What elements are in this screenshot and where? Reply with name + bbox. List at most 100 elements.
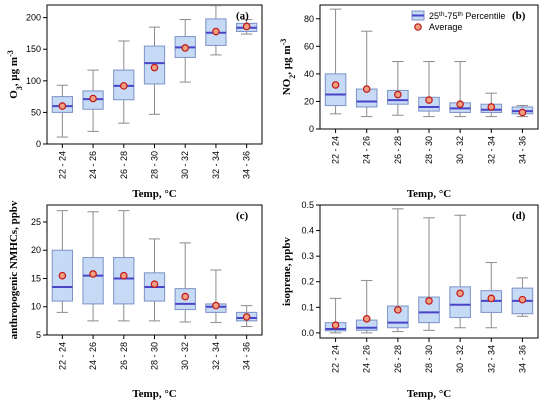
y-tick-label: 0 xyxy=(36,139,41,149)
mean-marker xyxy=(487,103,496,111)
y-tick-label: 200 xyxy=(26,13,41,23)
x-axis-title: Temp, °C xyxy=(132,388,176,400)
mean-marker xyxy=(119,271,128,280)
mean-marker xyxy=(518,108,527,117)
legend-mean-swatch xyxy=(414,23,422,31)
x-tick-label: 32 - 34 xyxy=(211,342,221,370)
y-tick-label: 40 xyxy=(304,69,314,79)
box-2 xyxy=(82,211,104,322)
mean-marker xyxy=(425,96,433,104)
x-tick-label: 32 - 34 xyxy=(486,345,496,373)
iqr-box xyxy=(113,257,135,305)
x-tick-label: 30 - 32 xyxy=(180,342,190,370)
y-tick-label: 60 xyxy=(304,41,314,51)
mean-marker xyxy=(487,294,496,303)
box-7 xyxy=(236,19,258,35)
y-axis-title: anthropogenic NMHCs, ppbv xyxy=(8,200,20,339)
mean-marker xyxy=(331,321,340,330)
mean-marker xyxy=(394,306,402,314)
x-tick-label: 24 - 26 xyxy=(88,151,98,179)
x-tick-label: 34 - 36 xyxy=(242,342,252,370)
x-tick-label: 30 - 32 xyxy=(455,345,465,373)
mean-marker xyxy=(181,292,190,301)
box-4 xyxy=(418,60,440,118)
x-axis-title: Temp, °C xyxy=(407,188,451,200)
x-tick-label: 22 - 24 xyxy=(57,342,67,370)
y-tick-label: 0.0 xyxy=(301,328,314,338)
mean-marker xyxy=(212,301,220,310)
box-2 xyxy=(355,30,378,118)
x-tick-label: 26 - 28 xyxy=(393,136,403,164)
x-tick-label: 32 - 34 xyxy=(486,136,496,164)
mean-marker xyxy=(58,271,67,280)
panel-tag: (c) xyxy=(236,210,249,222)
box-3 xyxy=(387,208,409,333)
mean-marker xyxy=(362,85,371,93)
panel-c: 5 10 15 20 25 22 - 24 24 - 26 26 - 28 28 - 30 30 … xyxy=(8,200,263,400)
iqr-box xyxy=(82,257,104,305)
box-6 xyxy=(205,5,227,56)
y-axis-title: isoprene, ppbv xyxy=(281,237,293,306)
box-1 xyxy=(324,8,347,115)
mean-marker xyxy=(89,94,97,103)
panel-b: 0 20 40 60 80 22 - 24 24 - 26 26 - 28 28 - 30 30 … xyxy=(279,4,539,200)
box-6 xyxy=(480,92,503,118)
mean-marker xyxy=(242,313,251,321)
y-tick-label: 20 xyxy=(304,96,314,106)
mean-marker xyxy=(425,297,433,305)
x-tick-label: 22 - 24 xyxy=(331,345,341,373)
y-tick-label: 0 xyxy=(309,124,314,134)
box-7 xyxy=(236,305,258,328)
y-tick-label: 0.4 xyxy=(301,226,314,236)
mean-marker xyxy=(181,44,190,52)
y-tick-label: 10 xyxy=(31,302,41,312)
x-tick-label: 22 - 24 xyxy=(57,151,67,179)
box-2 xyxy=(355,279,378,334)
y-tick-label: 150 xyxy=(26,44,41,54)
mean-marker xyxy=(89,270,97,278)
box-6 xyxy=(205,269,227,324)
mean-marker xyxy=(456,289,464,298)
iqr-box xyxy=(324,73,347,107)
y-tick-label: 5 xyxy=(36,330,41,340)
box-4 xyxy=(418,217,440,331)
box-5 xyxy=(449,214,471,329)
panel-d: 0.0 0.1 0.2 0.3 0.4 0.5 22 - 24 24 - 26 26 - 28 2… xyxy=(281,200,539,400)
y-tick-label: 20 xyxy=(31,245,41,255)
box-7 xyxy=(511,277,534,317)
x-tick-label: 28 - 30 xyxy=(150,151,160,179)
x-tick-label: 26 - 28 xyxy=(119,342,129,370)
legend-box-label: 25th-75th Percentile xyxy=(429,11,505,22)
y-tick-label: 0.2 xyxy=(301,277,314,287)
y-tick-label: 0.5 xyxy=(301,200,314,210)
mean-marker xyxy=(150,63,159,72)
y-tick-label: 25 xyxy=(31,217,41,227)
x-tick-label: 24 - 26 xyxy=(362,345,372,373)
box-5 xyxy=(174,19,196,83)
box-3 xyxy=(113,210,135,322)
x-tick-label: 32 - 34 xyxy=(211,151,221,179)
iqr-box xyxy=(449,286,471,319)
box-1 xyxy=(51,210,73,313)
mean-marker xyxy=(119,82,128,90)
mean-marker xyxy=(242,22,251,31)
x-tick-label: 30 - 32 xyxy=(455,136,465,164)
panel-tag: (d) xyxy=(512,210,526,222)
y-tick-label: 0.1 xyxy=(301,302,314,312)
mean-marker xyxy=(456,100,464,109)
x-tick-label: 24 - 26 xyxy=(88,342,98,370)
x-tick-label: 34 - 36 xyxy=(517,345,527,373)
mean-marker xyxy=(518,295,527,304)
mean-marker xyxy=(58,102,67,110)
x-tick-label: 34 - 36 xyxy=(517,136,527,164)
mean-marker xyxy=(150,280,159,288)
y-tick-label: 0.3 xyxy=(301,251,314,261)
panel-tag: (b) xyxy=(512,10,526,22)
panel-a: 0 50 100 150 200 22 - 24 24 - 26 26 - 28 28 - 30… xyxy=(6,4,263,200)
x-axis-title: Temp, °C xyxy=(407,388,451,400)
mean-marker xyxy=(394,90,402,99)
y-tick-label: 80 xyxy=(304,14,314,24)
box-6 xyxy=(480,262,503,329)
